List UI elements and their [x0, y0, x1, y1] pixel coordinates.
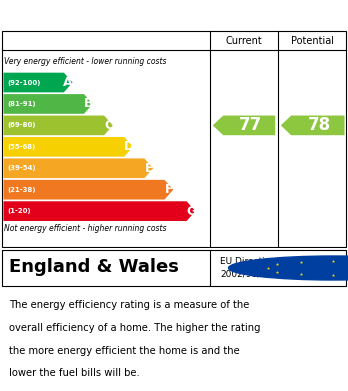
- Text: 2002/91/EC: 2002/91/EC: [220, 269, 272, 278]
- Text: D: D: [124, 140, 134, 153]
- Text: Energy Efficiency Rating: Energy Efficiency Rating: [9, 7, 219, 23]
- Text: (92-100): (92-100): [8, 79, 41, 86]
- Text: the more energy efficient the home is and the: the more energy efficient the home is an…: [9, 346, 239, 356]
- Polygon shape: [3, 94, 93, 114]
- Text: (1-20): (1-20): [8, 208, 31, 214]
- Text: C: C: [104, 119, 113, 132]
- Text: F: F: [165, 183, 173, 196]
- Text: (21-38): (21-38): [8, 187, 36, 193]
- Text: Potential: Potential: [291, 36, 334, 45]
- Text: Current: Current: [226, 36, 262, 45]
- Polygon shape: [3, 180, 173, 199]
- Text: Very energy efficient - lower running costs: Very energy efficient - lower running co…: [4, 57, 167, 66]
- Text: B: B: [84, 97, 93, 110]
- Polygon shape: [3, 201, 195, 221]
- Text: (39-54): (39-54): [8, 165, 36, 171]
- Text: Not energy efficient - higher running costs: Not energy efficient - higher running co…: [4, 224, 167, 233]
- Text: (69-80): (69-80): [8, 122, 36, 128]
- Text: EU Directive: EU Directive: [220, 258, 276, 267]
- Polygon shape: [281, 116, 345, 135]
- Polygon shape: [3, 73, 73, 92]
- Text: E: E: [144, 162, 153, 175]
- Polygon shape: [3, 116, 113, 135]
- Circle shape: [229, 256, 348, 280]
- Polygon shape: [213, 116, 275, 135]
- Text: (81-91): (81-91): [8, 101, 36, 107]
- Polygon shape: [3, 137, 133, 157]
- Text: lower the fuel bills will be.: lower the fuel bills will be.: [9, 368, 140, 378]
- Polygon shape: [3, 158, 153, 178]
- Text: (55-68): (55-68): [8, 144, 36, 150]
- Text: overall efficiency of a home. The higher the rating: overall efficiency of a home. The higher…: [9, 323, 260, 333]
- Text: 78: 78: [308, 117, 331, 135]
- Text: The energy efficiency rating is a measure of the: The energy efficiency rating is a measur…: [9, 300, 249, 310]
- Text: 77: 77: [239, 117, 263, 135]
- Text: G: G: [186, 204, 196, 218]
- Text: England & Wales: England & Wales: [9, 258, 179, 276]
- Text: A: A: [63, 76, 73, 89]
